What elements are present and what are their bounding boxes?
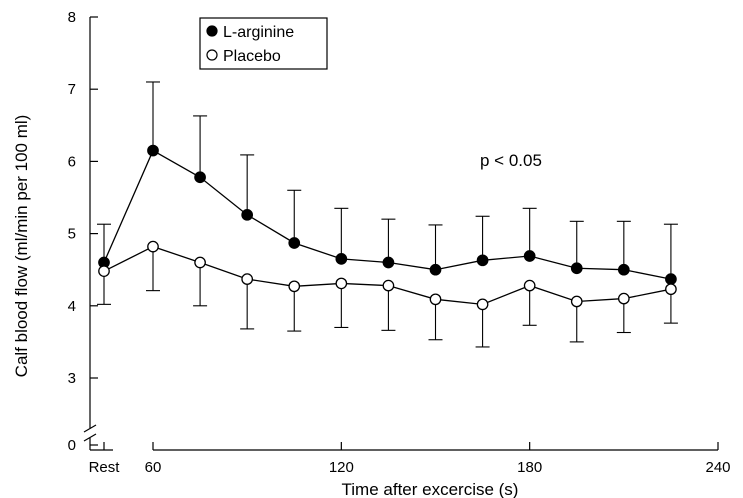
placebo-data-point [194,256,206,269]
placebo-data-point [98,265,110,277]
l-arginine-data-point [523,250,536,262]
placebo-data-point [335,277,348,290]
l-arginine-data-point [194,171,206,184]
y-axis-break-mark-lower [83,433,97,442]
x-tick-label: 180 [517,459,542,476]
y-tick-label: 8 [68,9,76,26]
l-arginine-data-point [335,253,348,265]
x-axis-title: Time after excercise (s) [342,480,519,498]
placebo-data-point [382,279,395,292]
x-tick-label: 60 [145,459,162,476]
y-tick-label: 3 [68,370,76,387]
placebo-data-point [617,292,630,305]
placebo-data-point [429,293,442,306]
legend-marker-placebo [206,49,218,61]
axes-layer: 3 4 5 6 7 8 0 Rest 60 120 180 240 [68,9,731,476]
x-tick-label: 240 [705,459,730,476]
l-arginine-data-point [617,263,630,276]
y-tick-label: 5 [68,226,76,243]
y-axis-break-mark-upper [83,424,97,433]
y-tick-label: 4 [68,298,76,315]
placebo-data-point [523,279,536,292]
legend-label-placebo: Placebo [223,48,281,65]
placebo-data-point [570,295,583,308]
y-tick-label: 6 [68,153,76,170]
placebo-data-point [241,273,254,285]
legend-label-l-arginine: L-arginine [223,24,294,41]
legend: L-arginine Placebo [199,17,328,70]
y-tick-label: 7 [68,81,76,98]
placebo-data-point [665,283,677,296]
legend-box [199,17,328,70]
l-arginine-data-point [288,237,301,249]
placebo-data-point [476,298,489,311]
l-arginine-data-point [382,256,395,269]
legend-marker-l-arginine [206,25,218,37]
l-arginine-data-point [147,144,159,157]
l-arginine-data-point [570,262,583,275]
x-tick-label-rest: Rest [89,459,121,476]
l-arginine-data-point [241,208,254,221]
p-value-annotation: p < 0.05 [480,151,542,170]
placebo-data-point [147,240,159,253]
y-axis-title: Calf blood flow (ml/min per 100 ml) [12,115,31,378]
placebo-data-point [288,280,301,293]
series-layer [97,81,678,348]
placebo-series-line [103,245,672,306]
l-arginine-data-point [476,254,489,267]
l-arginine-data-point [665,273,677,285]
y-tick-label-zero: 0 [68,437,76,454]
l-arginine-data-point [429,263,442,276]
x-tick-label: 120 [329,459,354,476]
